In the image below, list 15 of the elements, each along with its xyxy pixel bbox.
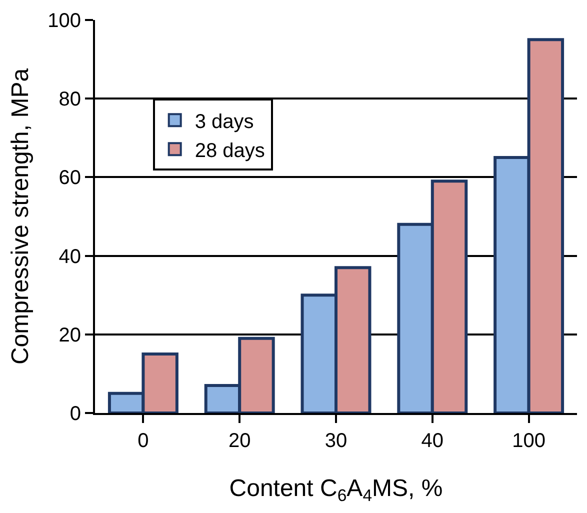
- y-tick-label: 0: [70, 403, 81, 425]
- legend-label: 3 days: [194, 110, 254, 133]
- x-tick-label: 40: [421, 430, 444, 452]
- y-tick-label: 20: [58, 324, 81, 346]
- x-tick-label: 30: [324, 430, 348, 452]
- x-tick-label: 100: [512, 430, 546, 452]
- x-tick-label: 20: [228, 430, 251, 452]
- y-axis-title: Compressive strength, MPa: [7, 68, 34, 365]
- legend-label: 28 days: [194, 140, 265, 162]
- x-tick-label: 0: [138, 430, 149, 452]
- y-tick-label: 80: [58, 88, 81, 111]
- y-tick-label: 60: [58, 167, 81, 190]
- x-axis-title: Content C$_{6}$A$_{4}$MS, %: [229, 474, 443, 505]
- y-tick-label: 40: [58, 246, 81, 268]
- y-tick-label: 100: [48, 10, 81, 32]
